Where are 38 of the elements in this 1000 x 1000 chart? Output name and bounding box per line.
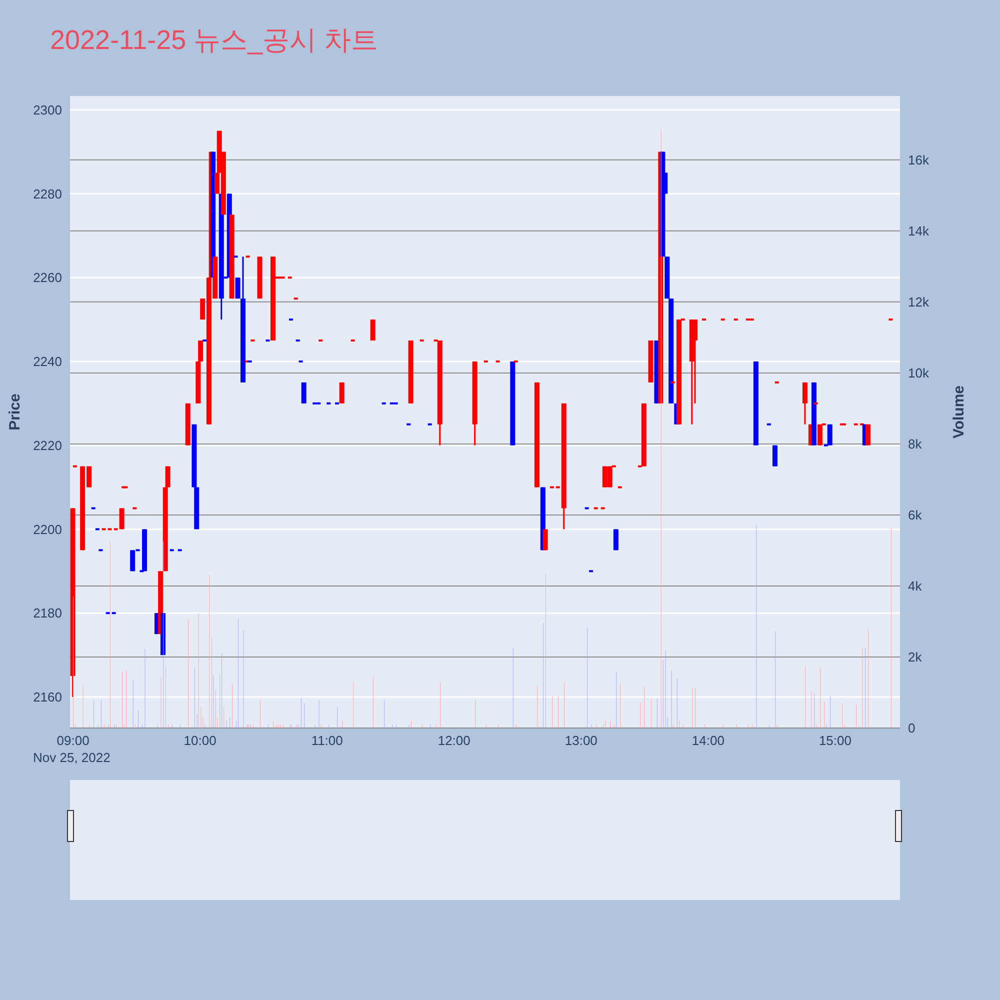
y2-tick-label: 2k bbox=[908, 650, 922, 665]
chart-title: 2022-11-25 뉴스_공시 차트 bbox=[50, 24, 378, 57]
x-tick-label: 15:00 bbox=[818, 733, 852, 748]
y-tick-label: 2160 bbox=[33, 690, 62, 705]
candlestick bbox=[802, 382, 808, 426]
y2-tick-label: 0 bbox=[908, 720, 916, 736]
candlestick bbox=[865, 424, 870, 446]
y2-tick-label: 16k bbox=[908, 152, 930, 168]
candlestick bbox=[339, 382, 344, 404]
candlestick bbox=[827, 424, 832, 446]
candlestick bbox=[772, 444, 778, 468]
y-axis-title: Price bbox=[6, 394, 24, 430]
y2-tick-label: 12k bbox=[908, 294, 930, 310]
y-tick-label: 2240 bbox=[33, 354, 62, 370]
candlestick bbox=[542, 528, 548, 551]
x-tick-label: 12:00 bbox=[438, 733, 470, 748]
x-tick-label: 14:00 bbox=[692, 733, 724, 748]
candlestick bbox=[301, 382, 306, 404]
y2-tick-label: 14k bbox=[908, 224, 930, 239]
x-tick-label: 13:00 bbox=[564, 733, 598, 748]
candlestick bbox=[613, 528, 618, 551]
y2-tick-label: 10k bbox=[908, 366, 930, 381]
y-tick-label: 2180 bbox=[33, 606, 62, 621]
text: Nov 25, 2022 bbox=[33, 750, 110, 765]
y-tick-label: 2300 bbox=[33, 102, 62, 118]
y-tick-label: 2220 bbox=[33, 438, 62, 453]
y2-tick-label: 6k bbox=[908, 508, 922, 523]
x-tick-label: 11:00 bbox=[311, 733, 343, 748]
x-tick-label: 09:00 bbox=[56, 733, 90, 748]
y2-tick-label: 8k bbox=[908, 436, 922, 452]
x-tick-label: 10:00 bbox=[184, 733, 216, 748]
candlestick bbox=[817, 424, 822, 446]
y-tick-label: 2260 bbox=[33, 270, 62, 286]
y2-axis-title: Volume bbox=[950, 385, 968, 439]
y-tick-label: 2280 bbox=[33, 186, 62, 202]
y2-tick-label: 4k bbox=[908, 578, 922, 594]
candlestick bbox=[370, 318, 376, 342]
y-tick-label: 2200 bbox=[33, 522, 62, 537]
